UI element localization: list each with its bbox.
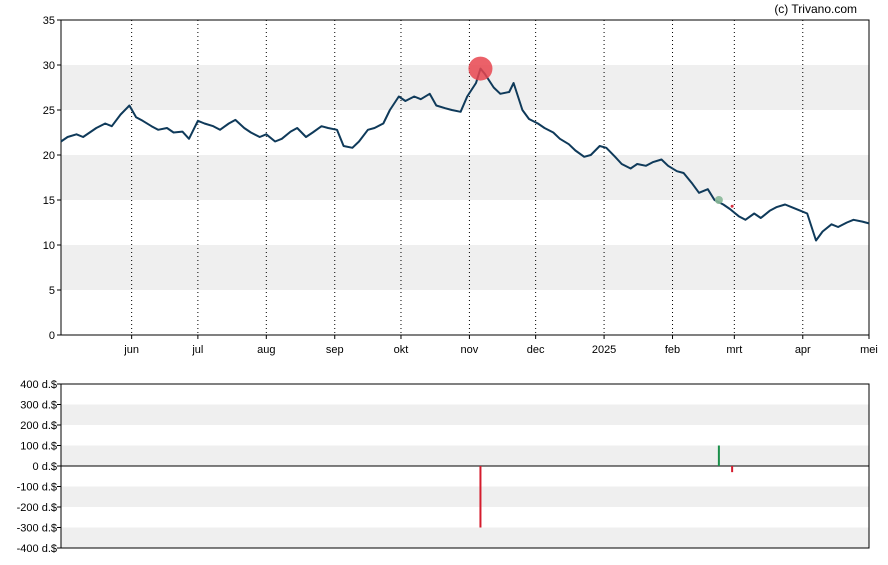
plot-frame <box>60 19 870 336</box>
event-marker <box>730 204 734 208</box>
x-tick-label: okt <box>394 344 409 356</box>
y-tick-label: 300 d.$ <box>20 400 57 412</box>
y-tick-label: 35 <box>43 15 55 27</box>
y-tick-label: -100 d.$ <box>17 482 57 494</box>
grid-band <box>61 245 869 290</box>
y-tick-label: 400 d.$ <box>20 379 57 391</box>
y-tick-label: 20 <box>43 150 55 162</box>
x-tick-label: sep <box>326 344 344 356</box>
y-tick-label: 30 <box>43 60 55 72</box>
event-marker <box>714 196 723 204</box>
x-tick-label: jul <box>191 344 203 356</box>
credit-label: (c) Trivano.com <box>774 2 857 16</box>
grid-band <box>61 155 869 200</box>
y-tick-label: -200 d.$ <box>17 502 57 514</box>
y-tick-label: 15 <box>43 195 55 207</box>
y-tick-label: 5 <box>49 285 55 297</box>
y-tick-label: 10 <box>43 240 55 252</box>
grid-band <box>61 404 869 425</box>
y-tick-label: -400 d.$ <box>17 543 57 555</box>
x-tick-label: dec <box>527 344 545 356</box>
y-tick-label: 0 <box>49 330 55 342</box>
insider-panel: 400 d.$ 300 d.$ 200 d.$ 100 d.$ 0 d.$ -100 d.… <box>17 379 870 555</box>
x-tick-label: aug <box>257 344 275 356</box>
y-tick-label: 0 d.$ <box>33 461 57 473</box>
x-tick-label: mei <box>860 344 878 356</box>
grid-band <box>61 527 869 548</box>
grid-band <box>61 486 869 507</box>
x-tick-label: feb <box>665 344 680 356</box>
y-tick-label: 100 d.$ <box>20 441 57 453</box>
x-tick-label: 2025 <box>592 344 616 356</box>
x-tick-label: nov <box>461 344 479 356</box>
x-tick-label: jun <box>123 344 139 356</box>
grid-band <box>61 445 869 466</box>
y-tick-label: -300 d.$ <box>17 523 57 535</box>
event-marker <box>468 56 493 81</box>
x-tick-label: apr <box>795 344 811 356</box>
x-tick-label: mrt <box>726 344 742 356</box>
y-tick-label: 25 <box>43 105 55 117</box>
y-tick-label: 200 d.$ <box>20 420 57 432</box>
price-line <box>60 67 870 242</box>
